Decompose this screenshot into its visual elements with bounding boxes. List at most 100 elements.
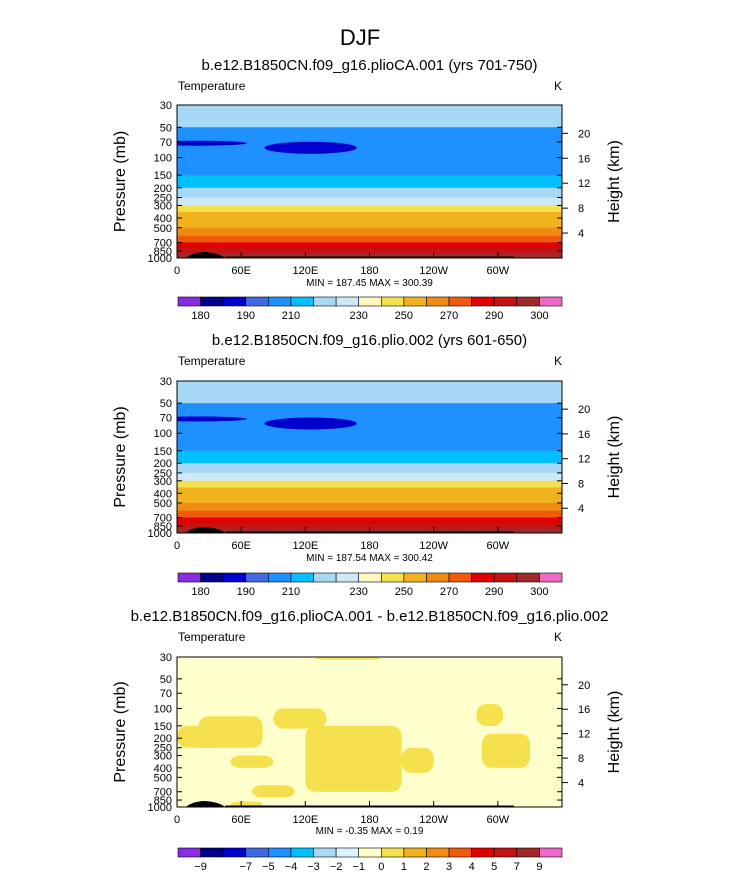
- y-tick-label: 100: [154, 704, 172, 716]
- colorbar-swatch: [358, 296, 382, 307]
- colorbar-swatch: [313, 296, 337, 307]
- y-tick-label: 200: [154, 183, 172, 195]
- colorbar-swatch: [177, 572, 201, 583]
- temperature-band: [177, 105, 562, 128]
- colorbar-swatch: [493, 572, 518, 583]
- difference-region: [476, 703, 504, 726]
- difference-region: [230, 755, 274, 768]
- right-axis-label: Height (km): [606, 691, 623, 774]
- colorbar-swatch: [448, 572, 472, 583]
- y-tick-label: 300: [154, 476, 172, 488]
- colorbar-label: 0: [378, 861, 384, 873]
- cold-core-region: [177, 140, 247, 146]
- colorbar-label: −2: [330, 861, 343, 873]
- colorbar-swatch: [448, 296, 472, 307]
- y-tick-label: 50: [160, 398, 172, 410]
- x-tick-label: 120E: [292, 265, 318, 277]
- x-tick-label: 0: [174, 540, 180, 552]
- difference-region: [305, 725, 402, 792]
- temperature-band: [177, 187, 562, 199]
- colorbar-swatch: [222, 572, 247, 583]
- y-tick-label: 100: [154, 153, 172, 165]
- right-tick-label: 12: [578, 178, 590, 190]
- x-tick-label: 120E: [292, 540, 318, 552]
- y-tick-label: 30: [160, 376, 172, 388]
- colorbar-label: −3: [307, 861, 320, 873]
- y-axis-label: Pressure (mb): [112, 131, 129, 232]
- colorbar-swatch: [290, 572, 314, 583]
- colorbar-swatch: [245, 847, 269, 858]
- colorbar-swatch: [335, 296, 360, 307]
- colorbar-swatch: [516, 847, 540, 858]
- colorbar-label: 300: [530, 310, 548, 322]
- topography: [185, 252, 226, 258]
- colorbar-swatch: [222, 847, 247, 858]
- y-axis-label: Pressure (mb): [112, 681, 129, 782]
- colorbar-label: −7: [239, 861, 252, 873]
- right-tick-label: 8: [578, 753, 584, 765]
- y-tick-label: 850: [154, 521, 172, 533]
- colorbar-label: 7: [514, 861, 520, 873]
- difference-region: [481, 733, 530, 768]
- temperature-band: [177, 493, 562, 504]
- min-max-stats: MIN = 187.54 MAX = 300.42: [306, 553, 433, 564]
- x-tick-label: 180: [360, 540, 378, 552]
- page-title: DJF: [340, 25, 380, 50]
- x-tick-label: 0: [174, 265, 180, 277]
- colorbar-label: 250: [395, 310, 413, 322]
- topography: [185, 527, 226, 533]
- right-tick-label: 4: [578, 778, 584, 790]
- colorbar-label: 290: [485, 586, 503, 598]
- y-tick-label: 1000: [148, 802, 172, 814]
- colorbar-swatch: [245, 572, 269, 583]
- right-tick-label: 12: [578, 454, 590, 466]
- y-tick-label: 150: [154, 721, 172, 733]
- x-tick-label: 0: [174, 814, 180, 826]
- y-tick-label: 250: [154, 743, 172, 755]
- difference-region: [251, 785, 295, 798]
- colorbar-swatch: [335, 572, 360, 583]
- chart-title: b.e12.B1850CN.f09_g16.plioCA.001 (yrs 70…: [201, 57, 537, 74]
- colorbar-label: −1: [352, 861, 365, 873]
- temperature-band: [177, 127, 562, 143]
- colorbar-label: 190: [237, 586, 255, 598]
- temperature-band: [177, 487, 562, 494]
- colorbar-swatch: [268, 847, 292, 858]
- colorbar-swatch: [245, 296, 269, 307]
- panel-1: b.e12.B1850CN.f09_g16.plioCA.001 (yrs 70…: [112, 57, 623, 322]
- colorbar-swatch: [471, 847, 495, 858]
- x-tick-label: 180: [360, 265, 378, 277]
- colorbar-label: 210: [282, 586, 300, 598]
- colorbar-label: −4: [285, 861, 298, 873]
- x-tick-label: 60W: [487, 814, 510, 826]
- colorbar-swatch: [471, 572, 495, 583]
- y-tick-label: 850: [154, 795, 172, 807]
- y-tick-label: 150: [154, 170, 172, 182]
- colorbar-swatch: [313, 572, 337, 583]
- colorbar-swatch: [493, 296, 518, 307]
- colorbar-label: 270: [440, 586, 458, 598]
- temperature-band: [177, 248, 562, 254]
- y-tick-label: 200: [154, 458, 172, 470]
- x-tick-label: 60W: [487, 265, 510, 277]
- colorbar-swatch: [358, 572, 382, 583]
- colorbar-swatch: [539, 572, 563, 583]
- min-max-stats: MIN = 187.45 MAX = 300.39: [306, 278, 433, 289]
- temperature-band: [177, 212, 562, 219]
- temperature-band: [177, 381, 562, 404]
- y-tick-label: 500: [154, 498, 172, 510]
- y-tick-label: 70: [160, 413, 172, 425]
- right-tick-label: 12: [578, 729, 590, 741]
- colorbar-swatch: [313, 847, 337, 858]
- y-tick-label: 300: [154, 200, 172, 212]
- x-tick-label: 60E: [231, 540, 251, 552]
- x-tick-label: 60E: [231, 814, 251, 826]
- colorbar-swatch: [471, 296, 495, 307]
- colorbar-label: 210: [282, 310, 300, 322]
- y-tick-label: 300: [154, 750, 172, 762]
- chart-subtitle: Temperature: [178, 630, 246, 644]
- colorbar-swatch: [358, 847, 382, 858]
- y-tick-label: 100: [154, 428, 172, 440]
- colorbar-swatch: [426, 847, 450, 858]
